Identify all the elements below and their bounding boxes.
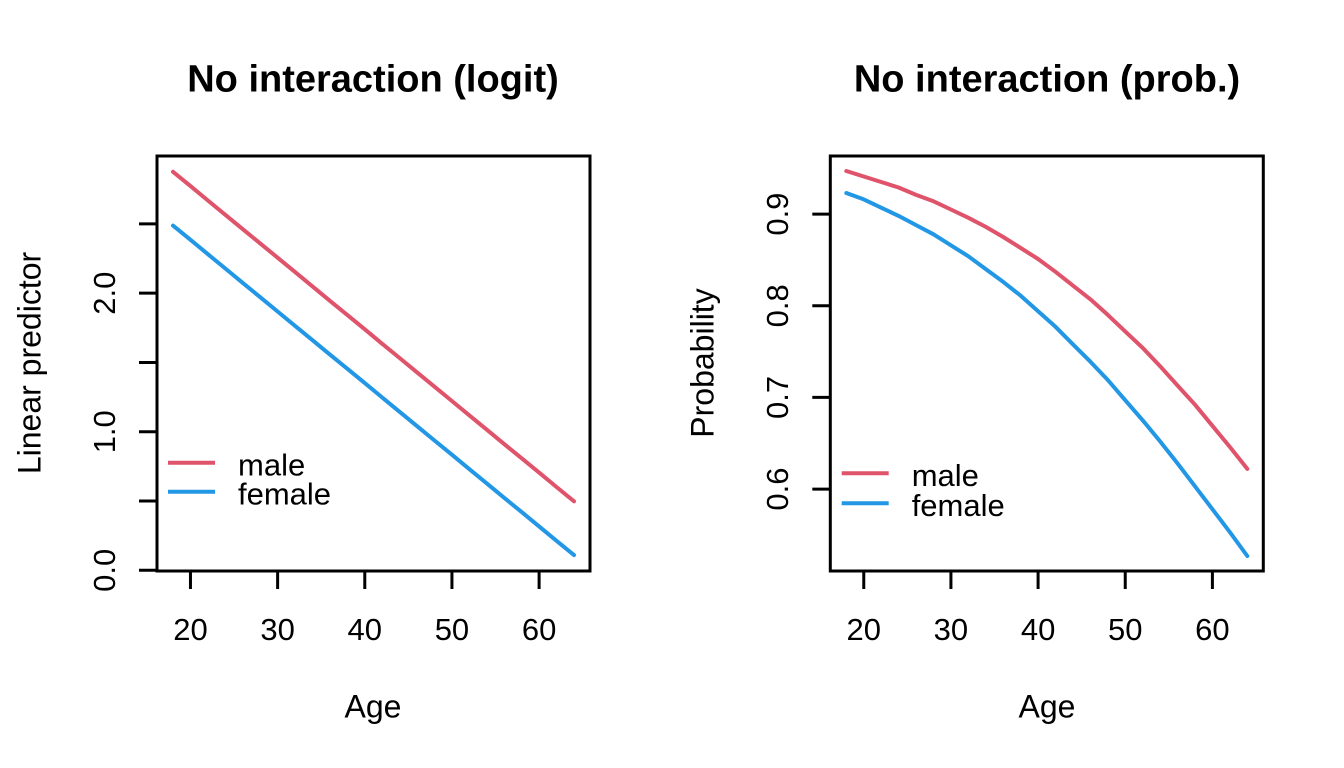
legend-label-male-logit: male [238, 448, 305, 483]
legend-label-male-prob: male [912, 458, 979, 493]
y-axis-label-probability: Probability [684, 288, 721, 438]
panel-title-prob: No interaction (prob.) [853, 58, 1241, 101]
legend-label-female-logit: female [238, 477, 331, 512]
x-tick-label-prob: 50 [1108, 612, 1142, 647]
axis-box-logit [155, 154, 592, 573]
x-tick-label-logit: 40 [348, 612, 382, 647]
y-tick-label-prob: 0.8 [760, 284, 795, 327]
x-tick-label-logit: 60 [522, 612, 556, 647]
x-tick-label-logit: 30 [260, 612, 294, 647]
y-tick-label-logit: 1.0 [87, 410, 122, 453]
x-axis-label-age-right: Age [1018, 688, 1076, 725]
series-line-male-logit [171, 169, 576, 504]
x-tick-label-logit: 20 [173, 612, 207, 647]
y-tick-label-prob: 0.7 [760, 376, 795, 419]
y-tick-label-logit: 0.0 [87, 549, 122, 592]
series-line-female-logit [171, 223, 576, 558]
y-axis-label-linear-predictor: Linear predictor [11, 251, 48, 475]
x-tick-label-prob: 60 [1195, 612, 1229, 647]
y-tick-label-prob: 0.6 [760, 468, 795, 511]
x-tick-label-prob: 40 [1021, 612, 1055, 647]
axis-box-prob [828, 154, 1265, 573]
panel-title-logit: No interaction (logit) [187, 58, 559, 101]
series-line-female-prob [844, 191, 1250, 558]
y-tick-label-prob: 0.9 [760, 193, 795, 236]
legend-label-female-prob: female [912, 488, 1005, 523]
x-tick-label-logit: 50 [435, 612, 469, 647]
x-tick-label-prob: 20 [847, 612, 881, 647]
series-line-male-prob [844, 169, 1250, 471]
x-axis-label-age-left: Age [344, 688, 402, 725]
x-tick-label-prob: 30 [934, 612, 968, 647]
y-tick-label-logit: 2.0 [87, 272, 122, 315]
